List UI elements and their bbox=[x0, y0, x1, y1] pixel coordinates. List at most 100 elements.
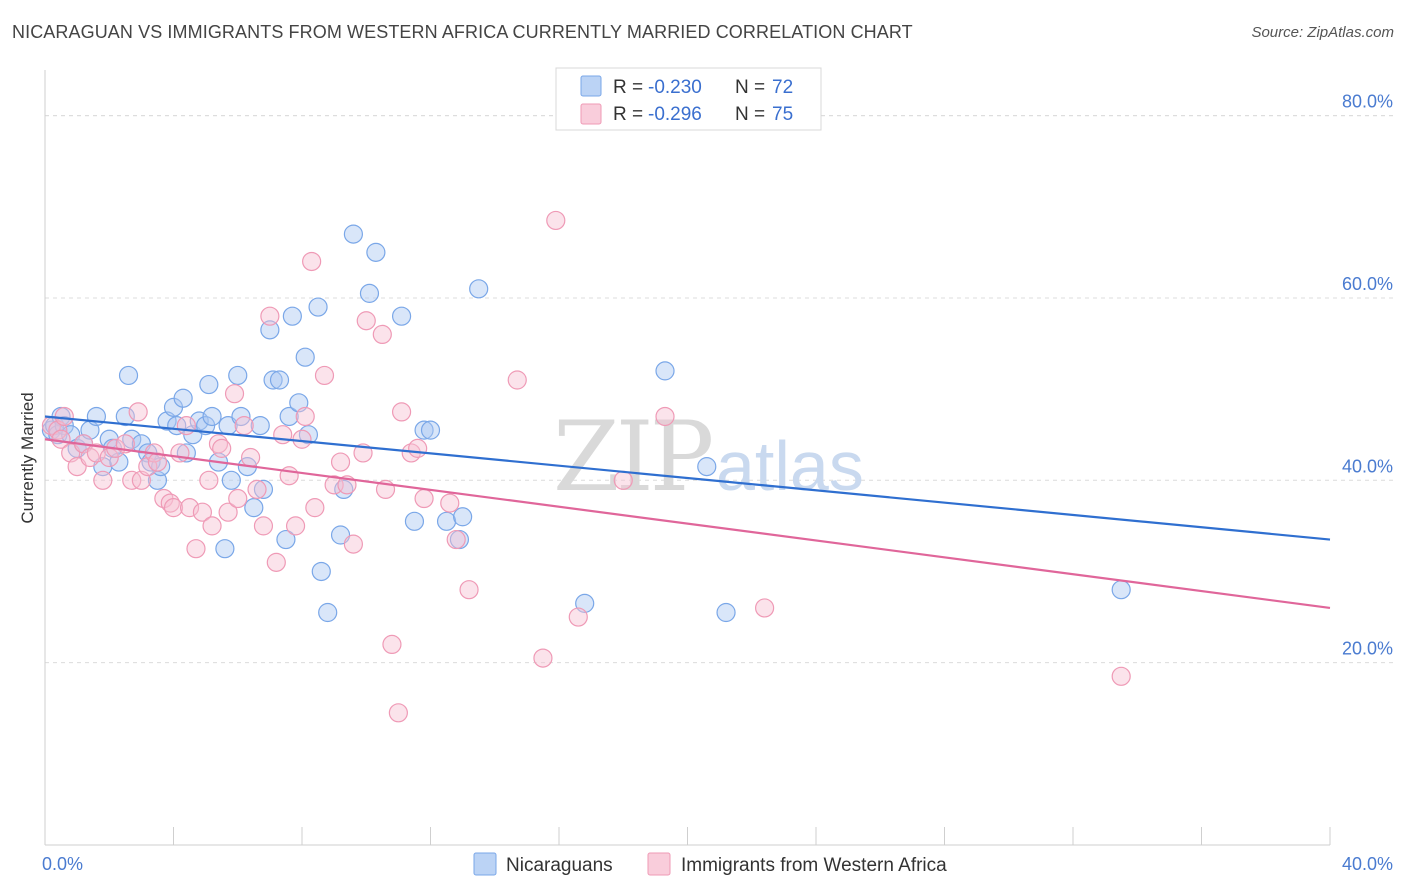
point-nicaraguans bbox=[414, 420, 434, 440]
point-nicaraguans bbox=[215, 539, 235, 559]
point-western-africa bbox=[343, 534, 363, 554]
point-nicaraguans bbox=[391, 306, 412, 326]
point-nicaraguans bbox=[173, 388, 193, 408]
point-western-africa bbox=[568, 607, 588, 627]
point-nicaraguans bbox=[359, 283, 380, 303]
legend-r-value-1: -0.296 bbox=[648, 104, 702, 125]
point-nicaraguans bbox=[343, 224, 363, 244]
point-western-africa bbox=[202, 516, 222, 536]
point-western-africa bbox=[273, 425, 293, 445]
point-nicaraguans bbox=[282, 306, 302, 326]
y-tick-label: 80.0% bbox=[1342, 92, 1393, 112]
point-western-africa bbox=[408, 438, 428, 458]
legend-r-label-0: R = bbox=[613, 77, 643, 98]
point-western-africa bbox=[459, 580, 479, 600]
point-western-africa bbox=[192, 502, 213, 522]
point-western-africa bbox=[754, 598, 775, 618]
point-western-africa bbox=[302, 251, 322, 272]
point-western-africa bbox=[388, 703, 408, 723]
trend-line-western-africa bbox=[44, 438, 1331, 610]
x-tick-labels: 0.0% 40.0% bbox=[42, 854, 1393, 874]
axes bbox=[44, 70, 1331, 846]
point-western-africa bbox=[86, 443, 107, 463]
point-western-africa bbox=[170, 443, 190, 463]
point-nicaraguans bbox=[260, 320, 280, 340]
point-western-africa bbox=[186, 539, 206, 559]
point-nicaraguans bbox=[469, 279, 489, 299]
watermark: ZIP atlas bbox=[553, 401, 864, 513]
point-western-africa bbox=[234, 415, 254, 436]
gridlines bbox=[45, 115, 1393, 664]
point-western-africa bbox=[122, 470, 142, 490]
point-nicaraguans bbox=[655, 361, 675, 381]
point-western-africa bbox=[54, 406, 74, 427]
legend-n-label-0: N = bbox=[735, 77, 765, 98]
chart-title: NICARAGUAN VS IMMIGRANTS FROM WESTERN AF… bbox=[12, 22, 913, 42]
y-tick-label: 20.0% bbox=[1342, 639, 1393, 659]
point-western-africa bbox=[199, 470, 219, 490]
point-western-africa bbox=[212, 438, 232, 458]
point-western-africa bbox=[414, 488, 434, 509]
point-western-africa bbox=[179, 498, 200, 518]
watermark-zip: ZIP bbox=[553, 401, 712, 513]
point-western-africa bbox=[546, 210, 566, 231]
point-nicaraguans bbox=[295, 347, 315, 367]
point-western-africa bbox=[372, 324, 392, 345]
point-nicaraguans bbox=[366, 242, 386, 262]
legend-r-value-0: -0.230 bbox=[648, 77, 702, 98]
point-nicaraguans bbox=[308, 297, 328, 317]
point-western-africa bbox=[292, 429, 312, 449]
point-nicaraguans bbox=[716, 602, 736, 623]
data-points bbox=[41, 210, 1131, 723]
point-nicaraguans bbox=[118, 365, 139, 386]
point-nicaraguans bbox=[311, 561, 331, 582]
point-western-africa bbox=[305, 498, 325, 518]
point-nicaraguans bbox=[279, 406, 299, 427]
point-western-africa bbox=[533, 648, 553, 668]
point-nicaraguans bbox=[436, 511, 457, 531]
point-nicaraguans bbox=[420, 420, 441, 440]
point-western-africa bbox=[655, 406, 675, 427]
point-western-africa bbox=[228, 488, 248, 509]
point-nicaraguans bbox=[697, 457, 717, 477]
x-tick-label: 0.0% bbox=[42, 854, 83, 874]
y-tick-label: 60.0% bbox=[1342, 274, 1393, 294]
point-nicaraguans bbox=[250, 415, 270, 436]
source-label: Source: ZipAtlas.com bbox=[1251, 24, 1394, 41]
legend-bottom-label-nicaraguans: Nicaraguans bbox=[506, 855, 613, 876]
point-western-africa bbox=[507, 370, 527, 390]
legend-bottom-swatch-nicaraguans bbox=[473, 852, 497, 876]
point-western-africa bbox=[260, 306, 280, 326]
point-nicaraguans bbox=[115, 406, 135, 427]
trend-line-nicaraguans bbox=[44, 415, 1331, 541]
point-western-africa bbox=[446, 529, 466, 550]
legend-n-value-0: 72 bbox=[772, 77, 793, 98]
point-western-africa bbox=[266, 552, 286, 572]
legend-swatch-western-africa bbox=[580, 103, 602, 125]
y-axis-label: Currently Married bbox=[18, 392, 37, 523]
point-nicaraguans bbox=[318, 602, 338, 623]
point-nicaraguans bbox=[253, 479, 274, 500]
point-nicaraguans bbox=[244, 498, 264, 518]
point-nicaraguans bbox=[1111, 580, 1131, 600]
legend-r-label-1: R = bbox=[613, 104, 643, 125]
point-nicaraguans bbox=[263, 370, 283, 390]
point-western-africa bbox=[330, 452, 351, 472]
point-western-africa bbox=[440, 493, 460, 513]
y-tick-labels: 20.0% 40.0% 60.0% 80.0% bbox=[1342, 92, 1393, 659]
point-western-africa bbox=[224, 384, 245, 404]
point-western-africa bbox=[613, 470, 633, 490]
point-nicaraguans bbox=[453, 507, 473, 527]
legend-bottom-swatch-western-africa bbox=[647, 852, 671, 876]
point-nicaraguans bbox=[269, 370, 290, 390]
legend-n-value-1: 75 bbox=[772, 104, 793, 125]
point-western-africa bbox=[314, 365, 335, 386]
point-western-africa bbox=[176, 415, 196, 436]
point-western-africa bbox=[382, 634, 402, 655]
point-western-africa bbox=[218, 502, 238, 522]
legend-swatch-nicaraguans bbox=[580, 75, 602, 97]
point-western-africa bbox=[163, 498, 184, 518]
x-tick-label: 40.0% bbox=[1342, 854, 1393, 874]
point-western-africa bbox=[253, 516, 274, 536]
